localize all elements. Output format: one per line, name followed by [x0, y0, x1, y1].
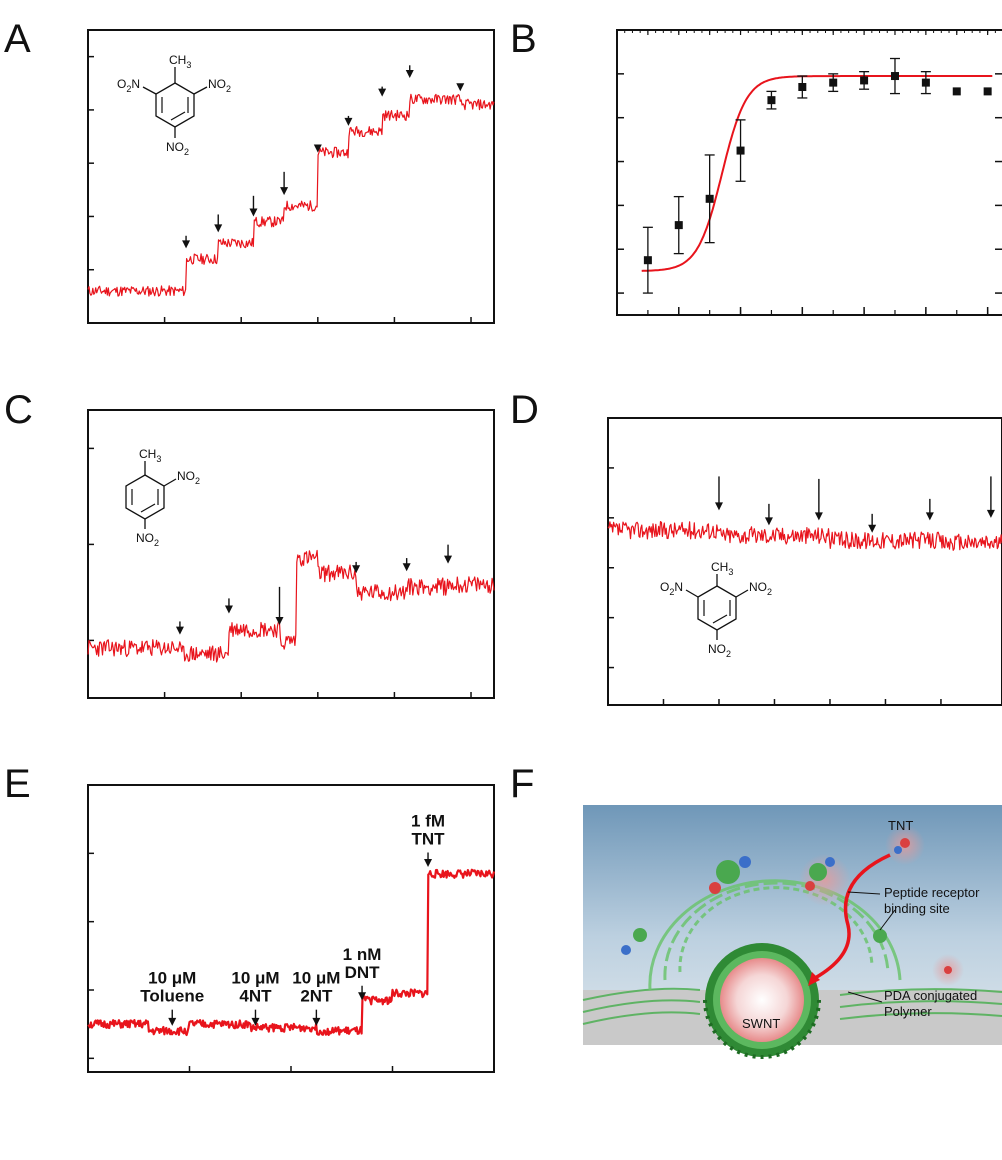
- annotation-arrow-head: [402, 563, 411, 572]
- plot-frame: [607, 417, 1002, 706]
- chart-d: [607, 417, 1002, 706]
- panel-label-d: D: [510, 388, 539, 432]
- panel-label-a: A: [4, 17, 31, 61]
- annotation-arrow-head: [868, 524, 877, 533]
- label-swnt: SWNT: [742, 1016, 780, 1031]
- data-point: [890, 72, 899, 81]
- tnt-d-no2-right: NO2: [749, 580, 772, 597]
- data-point: [674, 221, 683, 230]
- signal-trace: [87, 868, 496, 1037]
- annotation-arrow-head: [224, 605, 233, 614]
- annotation-arrow-head: [352, 565, 361, 574]
- signal-trace: [87, 549, 495, 663]
- annotation-label: Toluene: [140, 987, 204, 1006]
- data-point: [860, 76, 869, 85]
- annotation-arrow-head: [280, 187, 289, 196]
- label-polymer: Polymer: [884, 1004, 932, 1019]
- data-point: [952, 87, 961, 96]
- signal-trace: [607, 521, 1002, 551]
- label-pda-conjugated: PDA conjugated: [884, 988, 977, 1003]
- peptide-molecules: [621, 825, 964, 986]
- panel-label-b: B: [510, 17, 537, 61]
- panel-label-f: F: [510, 762, 534, 806]
- annotation-arrow-head: [764, 517, 773, 526]
- label-binding-site: binding site: [884, 901, 950, 916]
- annotation-label: 4NT: [239, 987, 272, 1006]
- receptor-leader: [847, 891, 881, 895]
- tnt-a-o2n: O2N: [117, 77, 140, 94]
- tnt-d-no2-bottom: NO2: [708, 642, 731, 659]
- annotation-arrow-head: [344, 117, 353, 126]
- data-point: [736, 146, 745, 155]
- data-point: [921, 78, 930, 87]
- tnt-a-no2-right: NO2: [208, 77, 231, 94]
- tnt-d-o2n: O2N: [660, 580, 683, 597]
- polymer-leader: [847, 991, 883, 1003]
- dnt-c-ch3: CH3: [139, 447, 161, 464]
- annotation-label: DNT: [345, 963, 381, 982]
- annotation-arrow-head: [405, 69, 414, 78]
- annotation-arrow-head: [378, 88, 387, 97]
- annotation-label: TNT: [412, 830, 446, 849]
- label-tnt: TNT: [888, 818, 913, 833]
- tnt-a-ch3: CH3: [169, 53, 191, 70]
- data-point: [798, 83, 807, 91]
- label-peptide-receptor: Peptide receptor: [884, 885, 980, 900]
- chart-a: [87, 29, 495, 324]
- annotation-arrow-head: [814, 512, 823, 521]
- annotation-arrow-head: [358, 992, 367, 1001]
- plot-frame: [616, 29, 1002, 316]
- annotation-arrow-head: [986, 509, 995, 518]
- dnt-structure-c: CH3 NO2 NO2: [125, 447, 200, 548]
- tnt-a-no2-bottom: NO2: [166, 140, 189, 157]
- dnt-c-no2-right: NO2: [177, 469, 200, 486]
- panel-label-c: C: [4, 388, 33, 432]
- sigmoid-fit-curve: [641, 75, 993, 272]
- annotation-label: 10 μM: [292, 969, 340, 988]
- annotation-arrow-head: [168, 1017, 177, 1026]
- annotation-arrow-head: [249, 208, 258, 217]
- annotation-arrow-head: [175, 626, 184, 635]
- annotation-label: 2NT: [300, 987, 333, 1006]
- pda-polymer-layer: [582, 987, 1002, 1025]
- annotation-label: 10 μM: [148, 969, 196, 988]
- data-point: [829, 78, 838, 87]
- annotation-arrow-head: [424, 859, 433, 867]
- dnt-c-no2-bottom: NO2: [136, 531, 159, 548]
- annotation-label: 1 nM: [343, 945, 382, 964]
- chart-c: [87, 409, 495, 699]
- tnt-structure-d: CH3 O2N NO2 NO2: [660, 560, 772, 659]
- plot-frame: [87, 29, 495, 324]
- annotation-arrow-head: [925, 512, 934, 521]
- swnt-sensor-illustration: TNT Peptide receptor binding site PDA co…: [582, 805, 1002, 1059]
- annotation-arrow-head: [251, 1017, 260, 1026]
- binding-arrow: [814, 853, 891, 980]
- annotation-arrow-head: [275, 617, 284, 626]
- signal-trace: [87, 93, 495, 297]
- data-point: [643, 256, 652, 265]
- annotation-label: 10 μM: [231, 969, 279, 988]
- tnt-structure-a: CH3 O2N NO2 NO2: [117, 53, 231, 157]
- annotation-arrow-head: [214, 224, 223, 233]
- panel-label-e: E: [4, 762, 31, 806]
- chart-b: [616, 29, 1002, 316]
- plot-frame: [87, 409, 495, 699]
- annotation-arrow-head: [312, 1017, 321, 1026]
- annotation-arrow-head: [714, 502, 723, 511]
- annotation-arrow-head: [182, 240, 191, 249]
- data-point: [983, 87, 992, 96]
- tnt-d-ch3: CH3: [711, 560, 733, 577]
- annotation-arrow-head: [444, 555, 453, 564]
- data-point: [705, 194, 714, 203]
- data-point: [767, 96, 776, 105]
- swnt-tube: [703, 943, 821, 1059]
- annotation-arrow-head: [456, 83, 465, 92]
- annotation-arrow-head: [313, 144, 322, 153]
- annotation-label: 1 fM: [411, 812, 445, 831]
